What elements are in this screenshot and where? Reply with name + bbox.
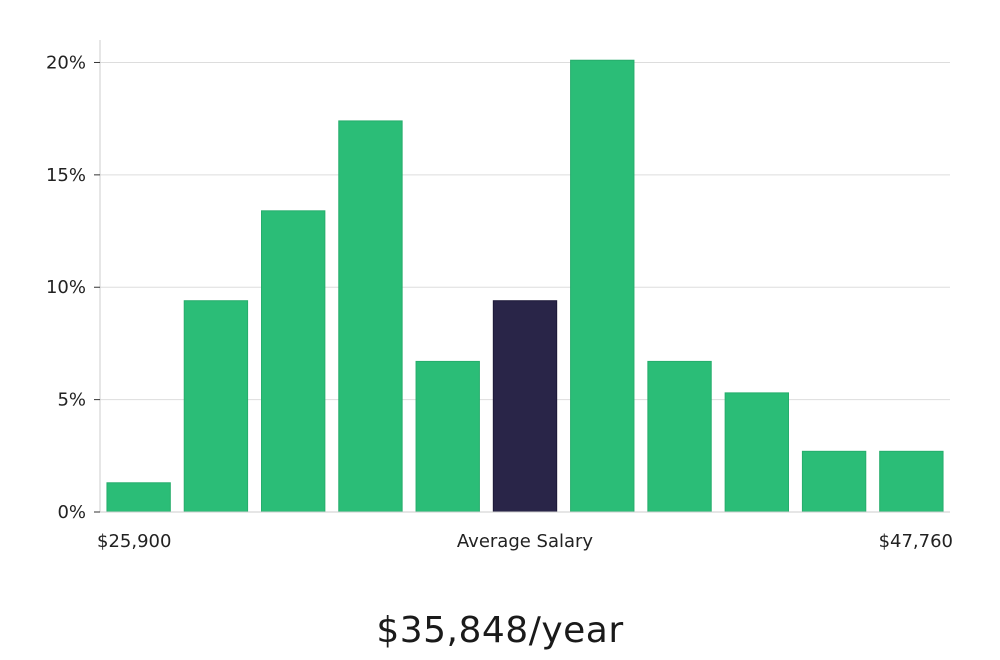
x-axis-labels: $25,900 Average Salary $47,760 xyxy=(97,531,953,552)
bar-3 xyxy=(261,210,326,513)
axes xyxy=(99,40,950,513)
bar-7 xyxy=(570,59,635,513)
bar-10 xyxy=(801,450,867,513)
bar-8 xyxy=(647,360,712,513)
bar-4 xyxy=(338,120,403,513)
y-tick-label-15: 15% xyxy=(46,165,86,186)
y-tick-labels: 0% 5% 10% 15% 20% xyxy=(46,52,100,523)
average-salary-headline: $35,848/year xyxy=(376,610,624,651)
y-tick-label-20: 20% xyxy=(46,52,86,73)
bar-1 xyxy=(106,482,171,513)
bar-2 xyxy=(183,300,249,513)
x-label-max-salary: $47,760 xyxy=(879,531,953,552)
y-tick-label-10: 10% xyxy=(46,277,86,298)
bar-11 xyxy=(879,450,944,513)
x-label-average-salary: Average Salary xyxy=(457,531,594,552)
salary-histogram: 0% 5% 10% 15% 20% $25,900 Average Salary $47… xyxy=(46,40,953,552)
bar-9 xyxy=(724,392,789,513)
x-label-min-salary: $25,900 xyxy=(97,531,171,552)
bars xyxy=(106,59,944,513)
y-tick-label-5: 5% xyxy=(57,390,86,411)
bar-5 xyxy=(415,360,480,513)
y-tick-label-0: 0% xyxy=(57,502,86,523)
bar-average-salary xyxy=(492,300,558,513)
